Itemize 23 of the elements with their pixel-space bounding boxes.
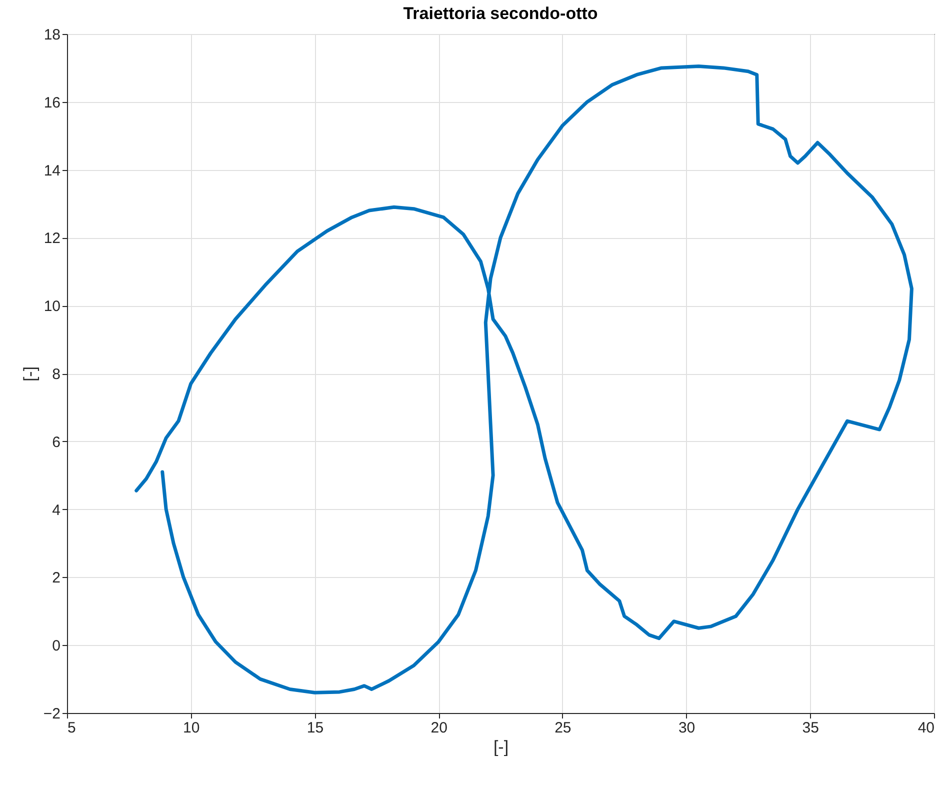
chart-title: Traiettoria secondo-otto	[403, 4, 598, 23]
y-tick-label: 0	[52, 638, 60, 655]
y-tick-label: 16	[44, 94, 60, 112]
y-tick-label: 14	[44, 162, 60, 180]
y-tick-label: 12	[44, 230, 60, 248]
x-tick-label: 25	[554, 720, 572, 736]
y-tick-label: 4	[52, 502, 60, 519]
y-tick-label: −2	[43, 706, 60, 722]
y-tick-label: 8	[52, 366, 60, 383]
y-tick-label: 10	[44, 298, 60, 316]
x-tick-label: 40	[918, 720, 934, 736]
line-series	[134, 64, 914, 694]
x-tick-label: 10	[183, 720, 200, 736]
y-tick-label: 6	[52, 434, 60, 451]
x-tick-label: 30	[678, 720, 696, 736]
y-tick-label: 18	[44, 26, 60, 44]
y-tick-label: 2	[52, 570, 60, 587]
y-axis-title: [-]	[20, 366, 40, 382]
x-tick-label: 20	[430, 720, 448, 736]
x-axis-title: [-]	[493, 738, 509, 756]
x-tick-label: 5	[68, 720, 76, 736]
x-tick-label: 35	[802, 720, 819, 736]
x-tick-label: 15	[306, 720, 324, 736]
